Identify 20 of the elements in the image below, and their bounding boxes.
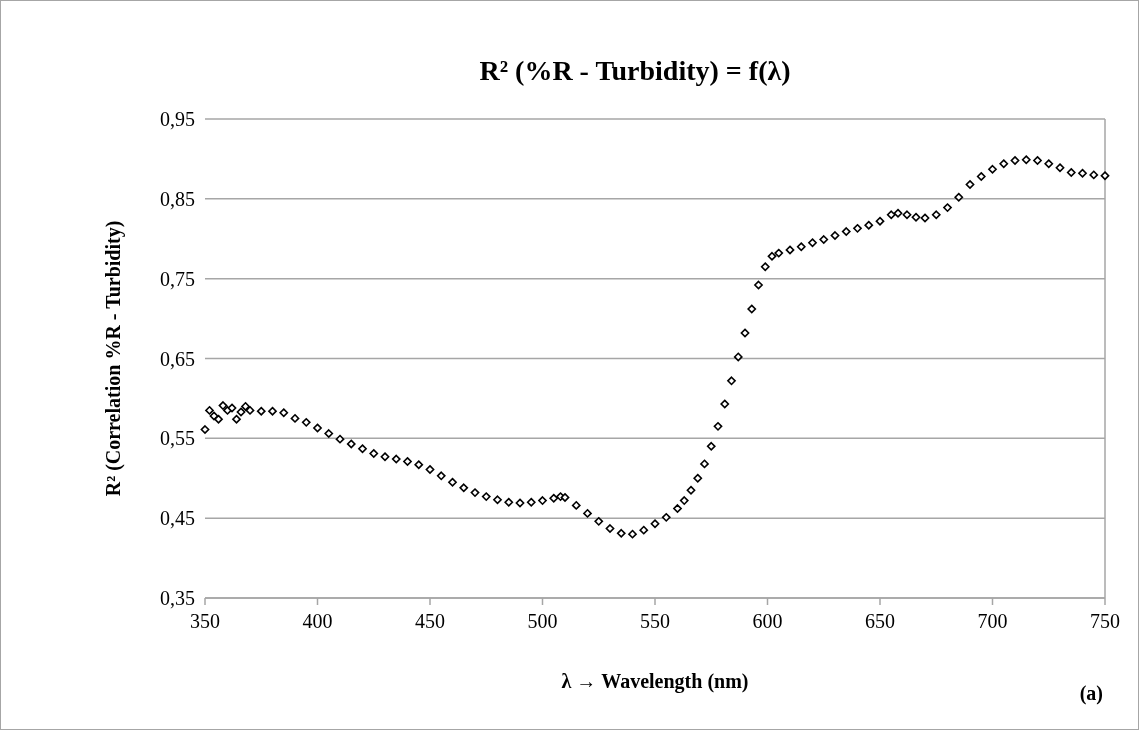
- x-tick-label: 600: [752, 610, 783, 632]
- y-tick-label: 0,65: [160, 347, 195, 370]
- y-tick-label: 0,95: [160, 108, 195, 130]
- chart-title: R² (%R - Turbidity) = f(λ): [479, 55, 791, 86]
- y-tick-label: 0,85: [160, 187, 195, 210]
- x-tick-label: 700: [977, 610, 1008, 632]
- x-tick-label: 650: [865, 610, 895, 632]
- x-tick-label: 400: [302, 610, 333, 632]
- x-tick-label: 500: [527, 610, 558, 632]
- y-tick-label: 0,55: [160, 427, 195, 450]
- text: (a): [1079, 682, 1103, 705]
- x-tick-label: 350: [190, 610, 220, 632]
- x-axis-title: λ → Wavelength (nm): [561, 670, 749, 693]
- x-tick-label: 450: [415, 610, 445, 632]
- x-tick-label: 750: [1090, 610, 1120, 632]
- y-tick-label: 0,35: [160, 587, 195, 609]
- y-tick-label: 0,75: [160, 267, 195, 290]
- y-tick-label: 0,45: [160, 507, 195, 530]
- x-tick-label: 550: [640, 610, 670, 632]
- y-axis-title: R² (Correlation %R - Turbidity): [102, 220, 125, 497]
